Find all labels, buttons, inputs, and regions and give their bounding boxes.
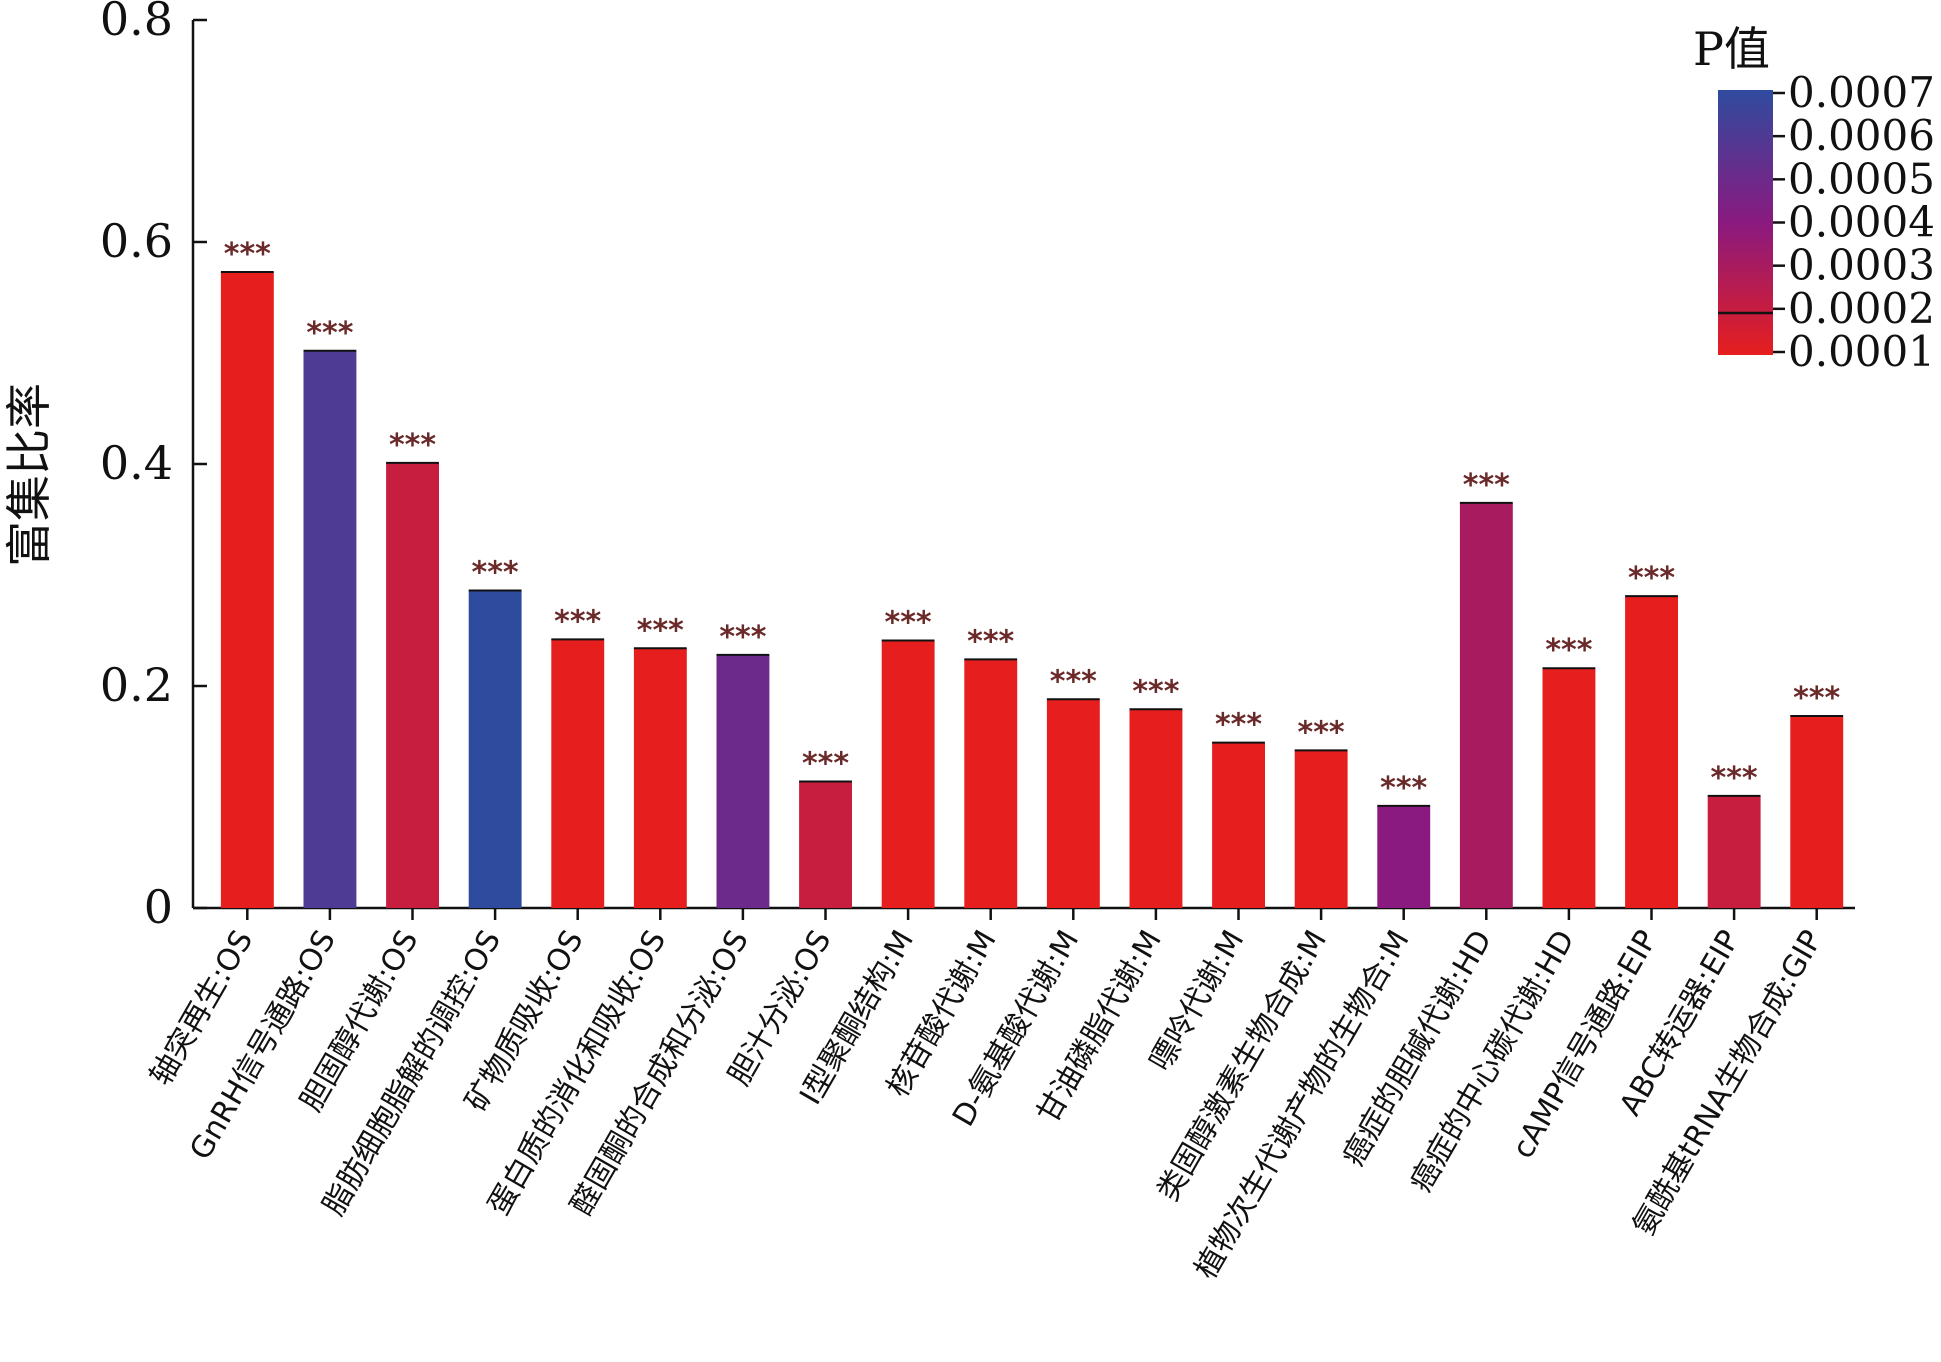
bar [1294,750,1348,908]
significance-label: *** [1132,674,1179,709]
bar [881,640,935,908]
bar [633,648,687,908]
significance-label: *** [554,604,601,639]
significance-label: *** [967,624,1014,659]
category-label: cAMP信号通路:EIP [1506,925,1665,1165]
bar [303,350,357,908]
legend-tick-label: 0.0004 [1788,198,1935,247]
significance-label: *** [1793,681,1840,716]
category-labels-group: 轴突再生:OSGnRH信号通路:OS胆固醇代谢:OS脂肪细胞脂解的调控:OS矿物… [144,924,1830,1284]
bar [964,659,1018,908]
bar [551,639,605,908]
significance-label: *** [802,747,849,782]
y-axis-label: 富集比率 [2,383,56,567]
bar [386,462,439,908]
bar [716,654,770,908]
bars-group: *** *** *** *** *** *** *** *** *** *** *** *** *** *… [220,237,1844,908]
y-tick-label: 0.4 [100,436,173,490]
bar [468,590,522,908]
significance-label: *** [389,428,436,463]
significance-label: *** [1380,771,1427,806]
bar [1790,716,1844,908]
significance-label: *** [719,620,766,655]
legend-tick-label: 0.0006 [1788,111,1935,160]
legend-tick-label: 0.0001 [1788,327,1935,376]
bar [1625,596,1678,908]
bar [1377,805,1431,908]
legend-ticks: 0.00070.00060.00050.00040.00030.00020.00… [1718,68,1935,376]
bar [1129,709,1183,908]
bar [1459,502,1513,908]
p-value-legend: P值 0.00070.00060.00050.00040.00030.00020… [1693,22,1935,376]
bar [1542,668,1596,908]
category-label: GnRH信号通路:OS [183,925,343,1166]
bar [799,781,852,908]
significance-label: *** [472,556,519,591]
significance-label: *** [1628,561,1675,596]
legend-tick-label: 0.0005 [1788,154,1935,203]
legend-title: P值 [1693,22,1770,76]
significance-label: *** [306,316,353,351]
y-tick-label: 0 [144,880,173,934]
significance-label: *** [885,606,932,641]
category-label: 癌症的胆碱代谢:HD [1336,925,1499,1173]
bar [1212,742,1265,908]
bar [1707,795,1761,908]
legend-colorbar [1718,90,1773,355]
legend-tick-label: 0.0007 [1788,68,1935,117]
significance-label: *** [1050,664,1097,699]
bar [1046,699,1100,908]
significance-label: *** [1298,715,1345,750]
significance-label: *** [1711,761,1758,796]
legend-tick-label: 0.0003 [1788,241,1935,290]
significance-label: *** [224,237,271,272]
y-tick-label: 0.8 [100,0,173,46]
bar [220,272,274,908]
significance-label: *** [1463,468,1510,503]
significance-label: *** [1545,633,1592,668]
y-tick-label: 0.6 [100,214,173,268]
y-tick-label: 0.2 [100,658,173,712]
significance-label: *** [637,613,684,648]
legend-tick-label: 0.0002 [1788,284,1935,333]
significance-label: *** [1215,708,1262,743]
